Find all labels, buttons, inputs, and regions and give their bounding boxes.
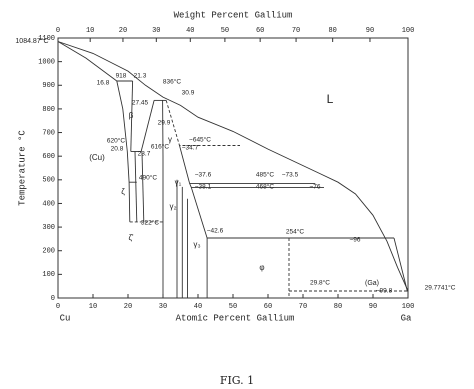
annotation: 27.45: [132, 100, 149, 107]
annotation: 1084.87°C: [15, 37, 48, 45]
annotation: ζ: [121, 187, 125, 196]
x2-tick-label: 10: [86, 27, 94, 35]
y-tick-label: 700: [42, 129, 55, 137]
x2-tick-label: 70: [292, 27, 300, 35]
annotation: 490°C: [139, 174, 157, 182]
y-tick-label: 600: [42, 153, 55, 161]
annotation: ~38.1: [195, 184, 212, 191]
annotation: 29.7741°C: [425, 284, 456, 292]
annotation: ~99.8: [376, 288, 393, 295]
annotation: γ₂: [169, 202, 176, 211]
annotation: ζ': [128, 233, 134, 242]
annotation: γ₃: [193, 240, 200, 249]
x2-tick-label: 100: [402, 27, 415, 35]
x-tick-label: 30: [159, 303, 167, 311]
x2-tick-label: 60: [256, 27, 264, 35]
phase-boundary: [393, 237, 408, 292]
annotation: ~37.6: [195, 172, 212, 179]
y-tick-label: 800: [42, 106, 55, 114]
x2-tick-label: 90: [366, 27, 374, 35]
x-tick-label: 40: [194, 303, 202, 311]
annotation: 29.9: [158, 120, 171, 127]
y-tick-label: 300: [42, 224, 55, 232]
y-tick-label: 200: [42, 248, 55, 256]
y-tick-label: 900: [42, 82, 55, 90]
phase-boundary: [140, 100, 155, 153]
phase-boundary: [179, 145, 208, 239]
annotation: 918: [116, 73, 127, 80]
x-tick-label: 90: [369, 303, 377, 311]
annotation: γ₁: [175, 178, 182, 187]
x-tick-label: 70: [299, 303, 307, 311]
ga-label: Ga: [401, 313, 412, 323]
y-tick-label: 1100: [38, 35, 55, 43]
annotation: 20.8: [111, 146, 124, 153]
annotation: β: [129, 111, 134, 120]
annotation: ~42.6: [207, 228, 224, 235]
plot-frame: [57, 37, 409, 299]
x-tick-label: 20: [124, 303, 132, 311]
y-tick-label: 400: [42, 200, 55, 208]
phase-boundary: [134, 151, 138, 222]
x2-tick-label: 30: [152, 27, 160, 35]
phase-boundary: [116, 80, 131, 222]
x2-tick-label: 50: [221, 27, 229, 35]
phase-boundary: [57, 41, 409, 292]
annotation: 29.8°C: [310, 279, 330, 287]
annotation: φ: [259, 263, 264, 272]
x-tick-label: 10: [89, 303, 97, 311]
annotation: ~76: [309, 184, 320, 191]
annotation: 468°C: [256, 183, 274, 191]
x-tick-label: 50: [229, 303, 237, 311]
annotation: 254°C: [286, 228, 304, 236]
annotation: L: [327, 92, 334, 106]
y-tick-label: 500: [42, 177, 55, 185]
y-tick-label: 0: [51, 295, 55, 303]
phase-boundary: [57, 41, 118, 82]
annotation: 620°C: [107, 137, 125, 145]
caption: FIG. 1: [220, 374, 254, 387]
y-tick-label: 100: [42, 271, 55, 279]
annotation: 21.3: [134, 73, 147, 80]
annotation: (Ga): [365, 280, 379, 287]
x2-tick-label: 0: [56, 27, 60, 35]
y-axis-title: Temperature °C: [17, 130, 27, 206]
phase-boundary: [141, 152, 145, 222]
x-tick-label: 0: [56, 303, 60, 311]
x2-tick-label: 80: [328, 27, 336, 35]
annotation: 23.7: [138, 151, 151, 158]
annotation: ~34.7: [182, 145, 199, 152]
annotation: 322°C: [141, 219, 159, 227]
annotation: 16.8: [97, 80, 110, 87]
annotation: ~645°C: [189, 136, 211, 144]
annotation: (Cu): [89, 153, 105, 162]
annotation: ~96: [349, 237, 360, 244]
phase-boundary: [130, 80, 134, 152]
x2-tick-label: 40: [186, 27, 194, 35]
x-tick-label: 60: [264, 303, 272, 311]
cu-label: Cu: [60, 313, 71, 323]
y-tick-label: 1000: [38, 58, 55, 66]
x-tick-label: 80: [334, 303, 342, 311]
annotation: 836°C: [163, 78, 181, 86]
annotation: γ: [168, 135, 172, 144]
annotation: 485°C: [256, 171, 274, 179]
annotation: ~73.5: [282, 172, 299, 179]
x-tick-label: 100: [402, 303, 415, 311]
annotation: 616°C: [151, 143, 169, 151]
annotation: 30.9: [182, 90, 195, 97]
top-axis-title: Weight Percent Gallium: [174, 10, 293, 20]
x-axis-title: Atomic Percent Gallium: [176, 313, 295, 323]
x2-tick-label: 20: [119, 27, 127, 35]
